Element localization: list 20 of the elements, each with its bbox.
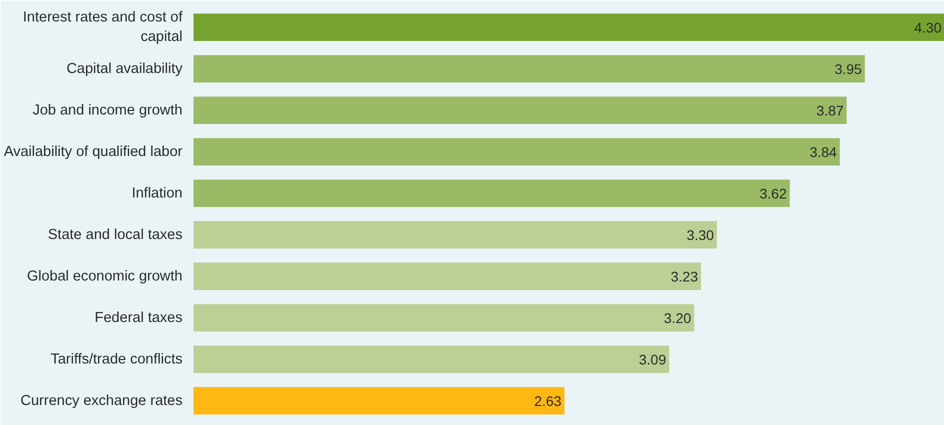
y-tick-label: Currency exchange rates bbox=[20, 392, 182, 409]
data-label: 4.30 bbox=[914, 19, 942, 36]
y-tick-label: Job and income growth bbox=[32, 102, 182, 118]
y-tick-label: Federal taxes bbox=[94, 310, 183, 326]
y-tick-label: Inflation bbox=[132, 185, 183, 202]
data-label: 3.30 bbox=[686, 226, 714, 243]
data-label: 3.23 bbox=[670, 268, 698, 284]
y-tick-label: Tariffs/trade conflicts bbox=[50, 351, 183, 368]
data-label: 3.95 bbox=[834, 60, 862, 77]
data-label: 3.62 bbox=[760, 185, 787, 202]
y-tick-label: State and local taxes bbox=[48, 226, 183, 243]
y-tick-label: Global economic growth bbox=[26, 268, 183, 284]
y-tick-label: Capital availability bbox=[66, 60, 184, 77]
y-tick-label: Interest rates and cost of capital bbox=[22, 10, 184, 45]
data-label: 3.87 bbox=[816, 102, 844, 118]
data-label: 3.20 bbox=[664, 310, 692, 326]
y-tick-label: Availability of qualified labor bbox=[4, 144, 183, 160]
data-label: 3.84 bbox=[810, 144, 838, 160]
data-label: 2.63 bbox=[534, 392, 562, 409]
data-label: 3.09 bbox=[638, 351, 666, 368]
